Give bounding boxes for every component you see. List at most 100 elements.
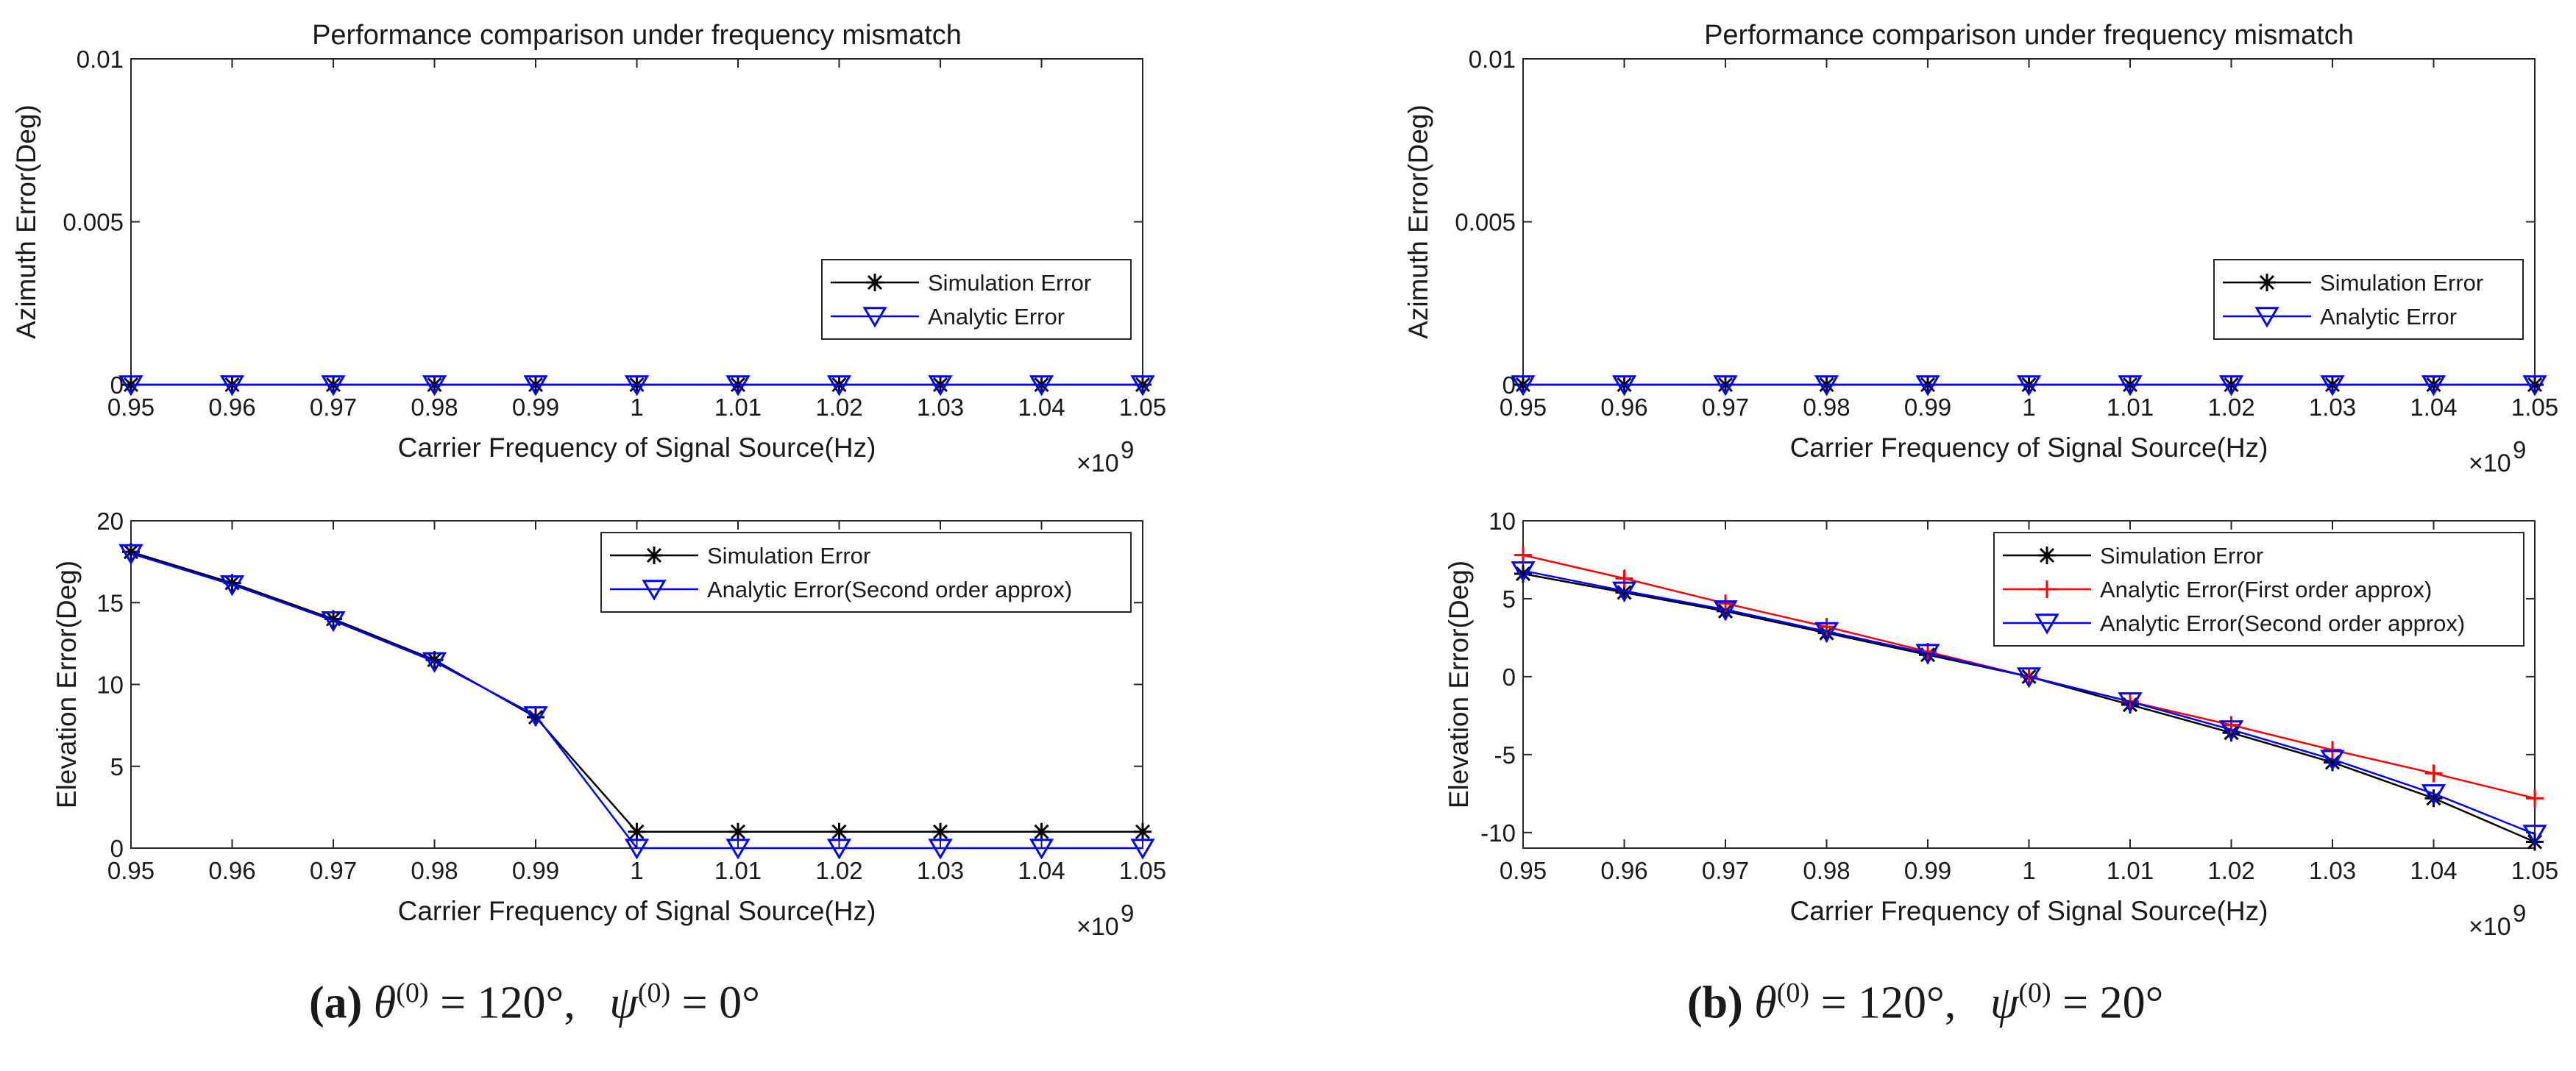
caption-b-psi-sup: (0) xyxy=(2018,978,2051,1008)
chart-bottom-right-xtick-label-7: 1.02 xyxy=(2207,857,2254,884)
chart-bottom-left-xtick-label-4: 0.99 xyxy=(512,857,559,884)
chart-bottom-right-series-2-point-1 xyxy=(1611,581,1637,602)
chart-top-right-series-1-point-2 xyxy=(1713,375,1738,396)
chart-top-right-series-1-point-3 xyxy=(1814,375,1839,396)
chart-top-left-legend-marker-0 xyxy=(866,274,884,291)
chart-top-right-legend-marker-1 xyxy=(2254,307,2279,328)
chart-top-right-xtick-label-1: 0.96 xyxy=(1600,394,1647,421)
chart-top-left: Performance comparison under frequency m… xyxy=(11,20,1166,477)
chart-top-left-series-1-point-2 xyxy=(321,375,346,396)
chart-bottom-left: 0.95 0.96 0.97 0.98 0.99 1 1.01 1.02 1.03 1.04 1.0… xyxy=(52,508,1166,941)
chart-top-right-legend-label-0: Simulation Error xyxy=(2320,270,2483,296)
chart-top-left-legend: Simulation Error Analytic Error xyxy=(821,259,1132,340)
chart-top-right-x-multiplier: ×10 xyxy=(2469,449,2511,477)
chart-bottom-left-xtick-label-2: 0.97 xyxy=(310,857,357,884)
chart-bottom-left-xtick-label-10: 1.05 xyxy=(1119,857,1166,884)
chart-top-right-xtick-label-8: 1.03 xyxy=(2309,394,2356,421)
chart-bottom-right-xtick-label-0: 0.95 xyxy=(1500,857,1547,884)
chart-bottom-left-xtick-label-7: 1.02 xyxy=(815,857,862,884)
chart-top-left-series-1-point-8 xyxy=(928,375,953,396)
chart-top-left-xtick-label-1: 0.96 xyxy=(208,394,255,421)
chart-top-right-series-1 xyxy=(1511,375,2547,396)
chart-bottom-right-series-1-point-1 xyxy=(1615,569,1633,588)
chart-top-left-xtick-label-0: 0.95 xyxy=(107,394,155,421)
chart-bottom-left-series-1-point-10 xyxy=(1130,839,1155,860)
caption-a: (a) θ(0) = 120°, ψ(0) = 0° xyxy=(309,977,760,1030)
caption-a-psi: ψ xyxy=(609,978,638,1028)
chart-top-left-xtick-label-10: 1.05 xyxy=(1119,394,1166,421)
caption-b-label: (b) xyxy=(1687,978,1743,1028)
chart-bottom-left-xtick-label-5: 1 xyxy=(630,857,643,884)
chart-bottom-left-legend: Simulation Error Analytic Error(Second or… xyxy=(600,532,1132,613)
chart-bottom-right-series-2-point-6 xyxy=(2118,692,2143,714)
chart-bottom-right: 0.95 0.96 0.97 0.98 0.99 1 1.01 1.02 1.03 1.04 1.0… xyxy=(1444,508,2558,941)
chart-bottom-right-series-2-point-10 xyxy=(2522,825,2547,846)
chart-top-left-legend-marker-1 xyxy=(862,307,887,328)
chart-bottom-left-legend-box xyxy=(600,532,1132,613)
chart-top-right-ylabel: Azimuth Error(Deg) xyxy=(1403,104,1433,339)
chart-bottom-right-series-2 xyxy=(1511,561,2547,846)
chart-bottom-left-xtick-label-3: 0.98 xyxy=(411,857,458,884)
chart-bottom-right-series-1-point-7 xyxy=(2222,716,2240,734)
chart-bottom-left-legend-label-1: Analytic Error(Second order approx) xyxy=(707,577,1072,602)
chart-bottom-left-xtick-label-0: 0.95 xyxy=(107,857,155,884)
chart-top-right-series-1-point-4 xyxy=(1915,375,1940,396)
chart-bottom-right-ytick-label-1: -5 xyxy=(1494,741,1516,769)
chart-bottom-left-series-0-point-7 xyxy=(830,822,848,841)
chart-bottom-left-series-1-point-9 xyxy=(1029,839,1054,860)
chart-bottom-left-series-0-point-10 xyxy=(1134,822,1152,841)
chart-bottom-right-series-1-point-8 xyxy=(2324,741,2341,759)
chart-bottom-left-xtick-label-9: 1.04 xyxy=(1018,857,1065,884)
chart-top-right-series-1-point-6 xyxy=(2118,375,2143,396)
chart-top-right: Performance comparison under frequency m… xyxy=(1403,20,2558,477)
caption-a-label: (a) xyxy=(309,978,363,1028)
chart-top-right-xtick-label-5: 1 xyxy=(2022,394,2035,421)
chart-top-right-xtick-label-9: 1.04 xyxy=(2410,394,2457,421)
chart-bottom-left-series-1-line xyxy=(130,552,1143,850)
chart-top-right-ytick-label-1: 0.005 xyxy=(1455,209,1516,236)
chart-bottom-right-legend-label-0: Simulation Error xyxy=(2100,543,2263,569)
chart-top-left-series-1-point-5 xyxy=(624,375,650,396)
chart-top-right-xtick-label-0: 0.95 xyxy=(1500,394,1547,421)
chart-top-right-title: Performance comparison under frequency m… xyxy=(1704,20,2354,51)
chart-top-left-title: Performance comparison under frequency m… xyxy=(312,20,962,51)
chart-bottom-left-legend-marker-1 xyxy=(642,580,667,601)
chart-bottom-right-series-2-point-7 xyxy=(2218,720,2244,741)
chart-top-left-ytick-label-0: 0 xyxy=(110,371,124,399)
chart-top-right-ytick-label-2: 0.01 xyxy=(1469,46,1516,73)
chart-top-left-series-1-point-10 xyxy=(1130,375,1155,396)
chart-top-left-legend-label-1: Analytic Error xyxy=(928,304,1065,330)
chart-bottom-left-x-multiplier: ×10 xyxy=(1076,913,1119,941)
chart-top-right-series-1-point-7 xyxy=(2218,375,2244,396)
chart-bottom-right-xtick-label-4: 0.99 xyxy=(1904,857,1951,884)
chart-top-left-series-1-point-9 xyxy=(1029,375,1054,396)
chart-top-right-series-1-point-9 xyxy=(2421,375,2447,396)
chart-bottom-left-ytick-label-0: 0 xyxy=(110,835,124,862)
chart-top-right-legend: Simulation Error Analytic Error xyxy=(2213,259,2524,340)
chart-bottom-right-series-2-point-0 xyxy=(1511,561,1536,583)
caption-b-psi-value: = 20° xyxy=(2051,978,2164,1028)
chart-bottom-left-series-0-point-6 xyxy=(729,822,747,841)
chart-top-right-xtick-label-3: 0.98 xyxy=(1803,394,1850,421)
chart-top-left-series-1 xyxy=(118,375,1155,396)
chart-top-right-series-1-point-8 xyxy=(2320,375,2345,396)
chart-bottom-left-ytick-label-2: 10 xyxy=(96,672,124,699)
chart-bottom-right-ytick-label-2: 0 xyxy=(1502,663,1516,691)
chart-top-right-xtick-label-7: 1.02 xyxy=(2207,394,2254,421)
chart-bottom-right-legend-label-1: Analytic Error(First order approx) xyxy=(2100,577,2432,602)
chart-top-right-series-1-point-10 xyxy=(2522,375,2547,396)
chart-bottom-right-x-multiplier-exp: 9 xyxy=(2513,900,2526,927)
chart-bottom-left-series-1-point-7 xyxy=(826,839,852,860)
chart-bottom-right-ytick-label-0: -10 xyxy=(1480,819,1516,847)
chart-top-left-ylabel: Azimuth Error(Deg) xyxy=(11,104,41,339)
chart-bottom-right-series-1-point-9 xyxy=(2424,764,2443,783)
chart-bottom-left-series-1-point-4 xyxy=(523,706,548,727)
caption-a-theta-value: = 120°, xyxy=(428,978,575,1028)
chart-top-left-ytick-label-2: 0.01 xyxy=(77,46,124,73)
caption-b-theta: θ xyxy=(1754,978,1777,1028)
chart-bottom-right-series-2-point-2 xyxy=(1713,600,1738,622)
chart-bottom-right-series-2-point-3 xyxy=(1814,622,1839,644)
chart-bottom-right-series-2-point-4 xyxy=(1915,644,1940,665)
chart-top-right-legend-label-1: Analytic Error xyxy=(2320,304,2457,330)
chart-top-left-series-1-point-6 xyxy=(725,375,751,396)
